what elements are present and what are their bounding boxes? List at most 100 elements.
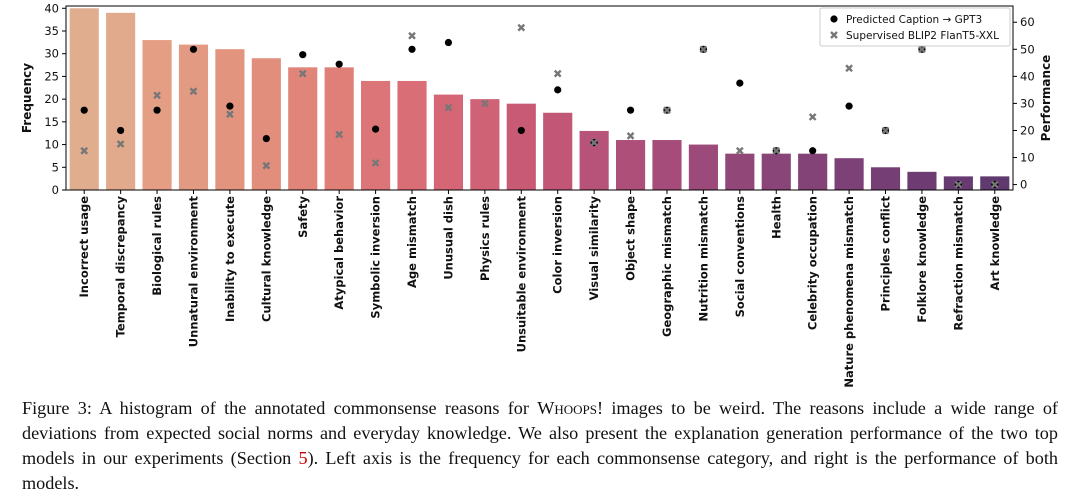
left-axis-title: Frequency [20, 63, 34, 133]
gpt3-point [626, 106, 635, 114]
category-label: Physics rules [478, 196, 492, 281]
category-label: Folklore knowledge [915, 196, 929, 323]
gpt3-point [335, 60, 343, 68]
category-label: Inability to execute [223, 196, 237, 322]
bar-19 [761, 153, 791, 190]
bar-3 [178, 44, 209, 191]
dataset-name: Whoops! [537, 398, 604, 418]
category-labels: Incorrect usage Temporal discrepancy Biolo… [77, 190, 1002, 388]
category-label: Refraction mismatch [951, 196, 965, 330]
blip2-point [626, 132, 635, 140]
section-reference-link[interactable]: 5 [298, 448, 308, 468]
blip2-point [116, 140, 125, 148]
bar-4 [215, 49, 245, 190]
left-tick-label: 35 [44, 24, 59, 38]
gpt3-point [226, 102, 234, 110]
bar-20 [798, 153, 828, 190]
right-tick-label: 60 [1020, 15, 1035, 29]
blip2-point [699, 45, 708, 54]
gpt3-point [809, 147, 817, 155]
legend-x-marker [830, 31, 838, 39]
category-label: Atypical behavior [332, 196, 346, 310]
gpt3-point [845, 102, 853, 110]
bar-9 [397, 80, 427, 190]
left-tick-label: 15 [44, 115, 59, 129]
blip2-point [80, 146, 89, 155]
gpt3-point [408, 45, 416, 53]
right-axis-title: Performance [1039, 55, 1053, 142]
blip2-point [845, 64, 853, 73]
blip2-point [189, 87, 198, 96]
figure-caption: Figure 3: A histogram of the annotated c… [22, 396, 1058, 496]
caption-text-after: ). Left axis is the frequency for each c… [22, 448, 1058, 493]
right-tick-label: 30 [1020, 96, 1035, 110]
bar-2 [142, 40, 172, 191]
gpt3-point [80, 106, 88, 114]
blip2-point [918, 45, 926, 54]
bars-group [69, 8, 1010, 191]
blip2-point [735, 146, 744, 155]
blip2-point [262, 161, 271, 170]
left-tick-label: 10 [44, 138, 59, 152]
caption-text-before: A histogram of the annotated commonsense… [99, 398, 538, 418]
blip2-point [226, 110, 234, 119]
category-label: Unnatural environment [186, 196, 200, 348]
gpt3-point [189, 45, 198, 53]
gpt3-point [371, 125, 380, 133]
category-label: Cultural knowledge [259, 196, 273, 322]
category-label: Celebrity occupation [806, 196, 820, 330]
histogram-chart: 0 5 10 15 20 25 30 35 40 0 10 20 30 40 50 60 Incorrect… [20, 1, 1053, 388]
legend-series-1: Predicted Caption → GPT3 [846, 14, 982, 26]
legend-series-2: Supervised BLIP2 FlanT5-XXL [846, 30, 999, 42]
bar-7 [324, 67, 354, 190]
category-label: Principles conflict [879, 196, 893, 312]
blip2-point [990, 180, 999, 189]
category-label: Health [769, 196, 783, 239]
blip2-point [590, 138, 598, 147]
bar-6 [288, 67, 318, 190]
bar-18 [725, 153, 755, 190]
blip2-point [772, 146, 781, 155]
blip2-point [408, 31, 416, 40]
left-axis-ticks: 0 5 10 15 20 25 30 35 40 [44, 1, 66, 197]
blip2-point [153, 91, 161, 100]
bar-15 [615, 140, 646, 190]
gpt3-point [554, 86, 562, 94]
category-label: Color inversion [551, 196, 565, 294]
gpt3-point [517, 126, 525, 135]
left-tick-label: 30 [44, 47, 59, 61]
category-label: Age mismatch [405, 196, 419, 288]
blip2-point [881, 126, 890, 135]
category-label: Safety [296, 196, 310, 238]
left-tick-label: 25 [44, 69, 59, 83]
gpt3-point [736, 79, 744, 87]
category-label: Symbolic inversion [369, 196, 383, 319]
category-label: Unusual dish [441, 196, 455, 280]
markers-group [80, 23, 999, 189]
category-label: Social conventions [733, 196, 747, 318]
gpt3-point [299, 51, 307, 59]
blip2-point [335, 130, 344, 139]
left-tick-label: 20 [44, 92, 59, 106]
category-label: Biological rules [150, 196, 164, 296]
category-label: Incorrect usage [77, 196, 91, 298]
blip2-point [808, 113, 817, 121]
gpt3-point [153, 106, 161, 114]
bar-23 [907, 171, 937, 190]
gpt3-point [262, 134, 270, 143]
left-tick-label: 5 [52, 160, 59, 174]
bar-21 [834, 158, 864, 190]
category-label: Temporal discrepancy [114, 196, 128, 338]
right-tick-label: 50 [1020, 42, 1035, 56]
bar-10 [433, 94, 464, 190]
category-label: Visual similarity [587, 196, 601, 301]
blip2-point [553, 69, 562, 78]
left-tick-label: 0 [52, 183, 59, 197]
bar-11 [470, 99, 500, 190]
gpt3-point [444, 38, 453, 47]
blip2-point [517, 23, 526, 32]
bar-22 [870, 167, 901, 190]
category-label: Art knowledge [988, 196, 1002, 291]
blip2-point [954, 180, 963, 189]
blip2-point [371, 159, 380, 167]
